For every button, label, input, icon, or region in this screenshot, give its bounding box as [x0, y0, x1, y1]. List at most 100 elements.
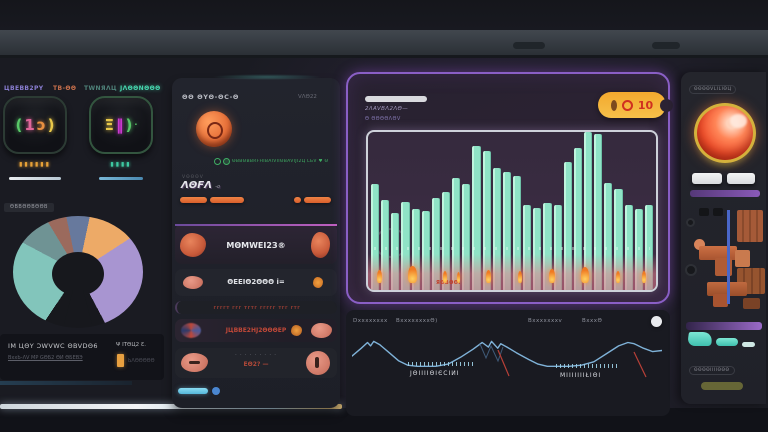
entity-name-suffix: -ο — [215, 184, 221, 190]
back-arrow-icon — [181, 353, 208, 372]
purple-progress-bar — [690, 190, 760, 197]
top-bezel — [0, 0, 768, 30]
stat-label-4: JΛΘΘNΘΘΘ — [120, 85, 161, 92]
list-item[interactable]: MΘMWEI2З® — [175, 224, 337, 264]
tick-label-2: MIIIIIIIŁIΘI — [560, 372, 602, 379]
entity-name: ΛΘFΛ -ο — [181, 180, 221, 191]
control-button-1[interactable] — [692, 173, 722, 184]
status-code-text: ΘBBΘBBRFHIBAIVIIΘBAVIJI2Ц LЬV ♥ Θ — [232, 159, 329, 164]
main-chart-panel: 2ΛAVBΛ2ΛΘ— Θ ΘΘΘΘΛΘV 10 ЯΘВΘΘι — [346, 72, 673, 304]
swirl-icon — [181, 323, 201, 338]
trend-line-chart — [352, 340, 662, 378]
chart-tick-dots — [374, 247, 650, 250]
row-icon — [313, 277, 323, 288]
event-marker-flame — [517, 271, 522, 283]
avatar-orb[interactable] — [196, 111, 232, 147]
list-item-label: JЦBBE2HJ2ΘΘΘEP — [225, 327, 287, 334]
activity-bar — [543, 203, 552, 290]
glow-strip — [0, 404, 342, 409]
trend-line-secondary — [479, 343, 504, 363]
activity-bar — [431, 198, 440, 290]
bar-series — [370, 132, 654, 290]
legend-label: ЬΛΘΘΘΘΘ — [128, 358, 155, 364]
stat-label-1: ЦBEBB2PY — [4, 85, 44, 92]
glyph: ) — [125, 115, 133, 134]
activity-bar — [411, 209, 420, 290]
activity-bar — [492, 168, 501, 290]
gauge-footer-right: Ψ ITΘЦ2 Ɛ. — [116, 342, 147, 348]
activity-bar — [624, 204, 633, 290]
list-item[interactable]: ΘEEIΘ2ΘΘΘ i= — [175, 269, 337, 296]
teal-wave-shape — [687, 332, 713, 346]
gauge-footer-links[interactable]: BxxЬ-ΛV MP GΘБ2 ΘИ ΘБEВЭ — [8, 355, 83, 361]
band-label: ЯΘВΘΘι — [436, 280, 461, 286]
stat-card-2-strip — [99, 177, 143, 180]
activity-bar — [614, 188, 623, 290]
count-badge[interactable]: 10 — [598, 92, 673, 118]
list-item-label: EΘ2? — — [243, 361, 269, 368]
activity-bar — [472, 146, 481, 290]
progress-bar-orange — [304, 197, 331, 203]
badge-dot-icon — [610, 99, 617, 111]
panel-subtitle-2: Θ ΘΘΘΘΛΘV — [365, 116, 401, 122]
status-dot-icon — [214, 158, 221, 165]
glyph: ) — [47, 115, 55, 134]
row-icon — [183, 276, 203, 289]
stat-card-1-value: ▮▮▮▮▮▮ — [19, 161, 51, 168]
stat-label-3: TWNЯΛЦ — [84, 85, 117, 92]
activity-bar — [644, 204, 653, 290]
stat-card-2-display: Ξ ‖ ) · — [89, 96, 153, 154]
badge-count: 10 — [637, 98, 654, 112]
list-item[interactable]: · · · · · · · · · EΘ2? — — [175, 348, 337, 378]
event-marker-flame — [615, 271, 620, 283]
activity-bar — [583, 132, 593, 290]
control-panel-footer-label: ΘΘΘΘIIIIΘΘΘ — [689, 366, 735, 375]
activity-bar — [391, 212, 400, 290]
list-item-dots: · · · · · · · · · — [235, 352, 277, 357]
trend-section: Dxxxxxxxx BxxxxxxxxΘ) Bxxxxxxxv BxxxΘ JΘ… — [346, 310, 670, 416]
trend-label-4: BxxxΘ — [582, 318, 603, 324]
tick-row — [408, 362, 474, 366]
glyph: ( — [15, 115, 23, 134]
blue-dot-indicator — [212, 387, 220, 395]
glyph: ɔ — [36, 115, 46, 134]
row-icon — [180, 233, 206, 257]
glyph: · — [134, 120, 138, 129]
trend-label-2: BxxxxxxxxΘ) — [396, 318, 438, 324]
stat-label-2: TB-ΘΘ — [53, 85, 77, 92]
activity-bar — [594, 133, 603, 290]
activity-bar — [502, 171, 511, 290]
event-marker-flame — [408, 266, 418, 283]
activity-bar — [452, 177, 461, 290]
trend-label-1: Dxxxxxxxx — [353, 318, 388, 324]
activity-bar — [634, 209, 643, 290]
activity-bar — [381, 199, 390, 290]
mid-panel-title: ΘΘ ΘYΘ-ΘC-Θ — [182, 93, 240, 101]
row-icon — [291, 325, 302, 336]
stat-card-2: Ξ ‖ ) · ▮▮▮▮ — [89, 96, 153, 180]
list-item[interactable]: ггггт ггг тгтг ггггг тгг гтг — [175, 301, 337, 314]
red-accent-line — [497, 349, 510, 377]
activity-bar — [462, 184, 471, 290]
gauge-title: ΘΒΒΘΘΒΘΘΒ — [4, 203, 54, 212]
badge-ring-icon — [621, 99, 633, 111]
row-icon — [306, 351, 330, 375]
activity-list-panel: ΘΘ ΘYΘ-ΘC-Θ VΛΘ22 ΘBBΘBBRFHIBAIVIIΘBAVIJ… — [172, 74, 340, 408]
activity-bar — [401, 201, 410, 290]
bar-chart: ЯΘВΘΘι — [366, 130, 658, 292]
activity-bar — [553, 204, 562, 290]
control-button-2[interactable] — [727, 173, 755, 184]
olive-indicator-bar — [701, 382, 743, 390]
activity-bar — [441, 192, 451, 290]
shelf-mark — [513, 42, 545, 49]
list-item-label: MΘMWEI2З® — [226, 241, 286, 250]
activity-bar — [604, 182, 613, 290]
main-orb-button[interactable] — [694, 103, 756, 163]
list-item[interactable]: JЦBBE2HJ2ΘΘΘEP — [175, 319, 337, 342]
activity-bar — [573, 147, 582, 290]
progress-bar-orange — [180, 197, 207, 203]
dashboard-body: ЦBEBB2PY TB-ΘΘ TWNЯΛЦ JΛΘΘNΘΘΘ ( 1 ɔ ) ▮… — [0, 58, 768, 432]
row-icon — [311, 323, 332, 338]
event-marker-flame — [641, 271, 646, 283]
options-circle-button[interactable] — [651, 316, 662, 327]
